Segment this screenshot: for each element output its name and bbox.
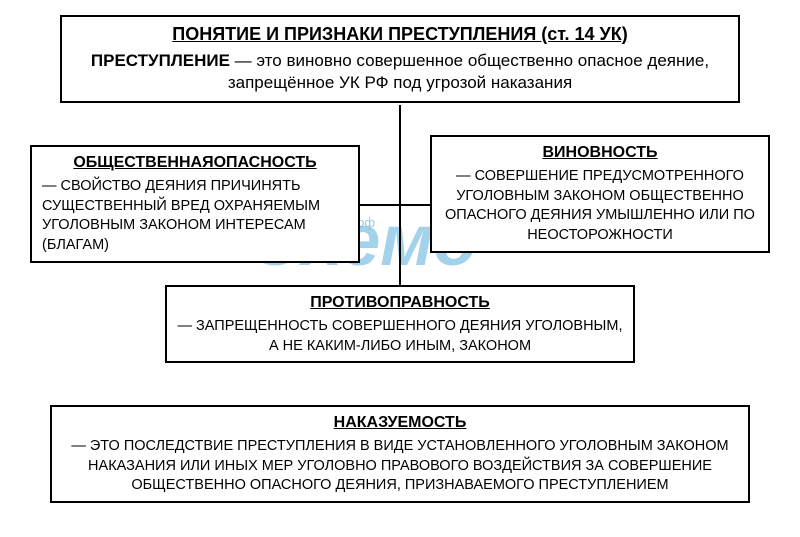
node-unlawfulness-title: ПРОТИВОПРАВНОСТЬ [177, 293, 623, 314]
node-public-danger-title: ОБЩЕСТВЕННАЯОПАСНОСТЬ [42, 153, 348, 174]
root-box: ПОНЯТИЕ И ПРИЗНАКИ ПРЕСТУПЛЕНИЯ (ст. 14 … [60, 15, 740, 103]
node-public-danger: ОБЩЕСТВЕННАЯОПАСНОСТЬ — СВОЙСТВО ДЕЯНИЯ … [30, 145, 360, 263]
root-definition: ПРЕСТУПЛЕНИЕ — это виновно совершенное о… [72, 50, 728, 94]
node-punishability-text: — ЭТО ПОСЛЕДСТВИЕ ПРЕСТУПЛЕНИЯ В ВИДЕ УС… [71, 438, 728, 494]
node-guilt-title: ВИНОВНОСТЬ [442, 143, 758, 164]
node-unlawfulness: ПРОТИВОПРАВНОСТЬ — ЗАПРЕЩЕННОСТЬ СОВЕРШЕ… [165, 285, 635, 363]
node-public-danger-text: — СВОЙСТВО ДЕЯНИЯ ПРИЧИНЯТЬ СУЩЕСТВЕННЫЙ… [42, 178, 320, 254]
root-def-rest: — это виновно совершенное общественно оп… [228, 51, 709, 92]
root-title: ПОНЯТИЕ И ПРИЗНАКИ ПРЕСТУПЛЕНИЯ (ст. 14 … [72, 23, 728, 46]
node-punishability: НАКАЗУЕМОСТЬ — ЭТО ПОСЛЕДСТВИЕ ПРЕСТУПЛЕ… [50, 405, 750, 503]
node-guilt: ВИНОВНОСТЬ — СОВЕРШЕНИЕ ПРЕДУСМОТРЕННОГО… [430, 135, 770, 253]
node-guilt-text: — СОВЕРШЕНИЕ ПРЕДУСМОТРЕННОГО УГОЛОВНЫМ … [445, 168, 755, 244]
node-punishability-title: НАКАЗУЕМОСТЬ [62, 413, 738, 434]
root-def-bold: ПРЕСТУПЛЕНИЕ [91, 51, 230, 70]
node-unlawfulness-text: — ЗАПРЕЩЕННОСТЬ СОВЕРШЕННОГО ДЕЯНИЯ УГОЛ… [177, 318, 622, 354]
